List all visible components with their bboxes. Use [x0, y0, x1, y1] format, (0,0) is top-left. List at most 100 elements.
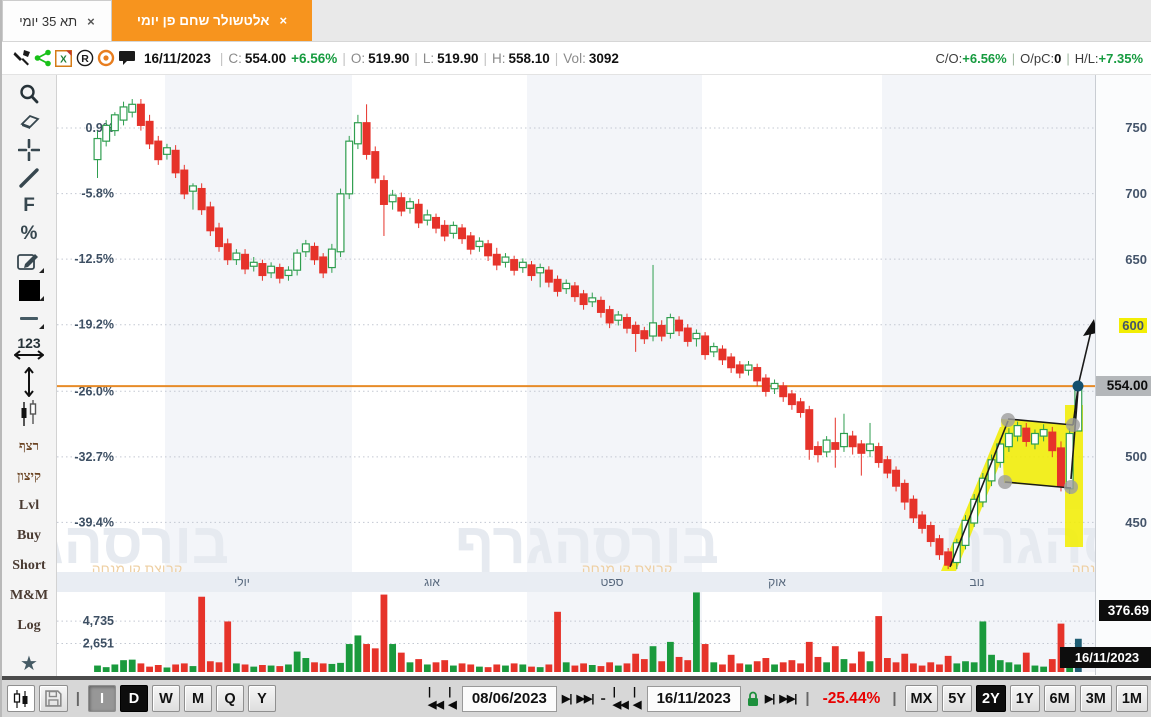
close-icon[interactable]: ×	[87, 13, 95, 29]
ratio-value: 0	[1054, 50, 1062, 66]
quote-stats: | C: 554.00 +6.56% | O: 519.90 | L: 519.90 | H: 558.…	[215, 51, 619, 66]
separator: |	[892, 690, 897, 707]
drag-handle[interactable]	[1064, 480, 1078, 494]
range-button-mx[interactable]: MX	[904, 685, 939, 712]
search-icon[interactable]	[12, 82, 46, 107]
stat-label: C:	[228, 50, 242, 66]
stat-value: 519.90	[368, 50, 410, 66]
toolbar-divider	[2, 676, 1151, 680]
to-skip-back-icon[interactable]: |◀◀	[612, 686, 629, 711]
tools-icon[interactable]	[12, 49, 31, 68]
candle-style-icon[interactable]	[12, 400, 46, 428]
share-icon[interactable]	[33, 49, 52, 68]
fibonacci-tool[interactable]: F	[23, 195, 35, 217]
price-axis[interactable]: 554.00 376.69 16/11/2023 750 700 650 600 500…	[1060, 75, 1151, 675]
measure-horizontal-icon[interactable]: 123	[12, 334, 46, 364]
line-style-icon[interactable]	[12, 306, 46, 331]
stat-value: 554.00	[244, 50, 287, 66]
from-date-field[interactable]: 08/06/2023	[461, 685, 557, 712]
range-button-6m[interactable]: 6M	[1043, 685, 1076, 712]
sidebar-item-log[interactable]: Log	[17, 618, 41, 634]
tab-altshuler[interactable]: אלטשולר שחם פן יומי ×	[112, 0, 312, 41]
arrow-head	[1083, 319, 1095, 336]
separator: |	[1066, 50, 1070, 66]
eraser-icon[interactable]	[12, 110, 46, 135]
stat-label: H:	[491, 50, 506, 66]
sidebar-item-retzef[interactable]: רצף	[19, 438, 39, 454]
from-step-forward-icon[interactable]: ▶|	[561, 693, 573, 705]
separator: |	[219, 50, 224, 66]
range-button-2y[interactable]: 2Y	[976, 685, 1006, 712]
trendline-icon[interactable]	[12, 166, 46, 191]
measure-vertical-icon[interactable]	[12, 367, 46, 398]
svg-text:4,735: 4,735	[83, 614, 114, 628]
color-swatch[interactable]	[12, 278, 46, 303]
comment-icon[interactable]	[117, 49, 136, 68]
svg-text:-12.5%: -12.5%	[74, 252, 114, 266]
annotate-icon[interactable]	[12, 250, 46, 275]
sidebar-item-lvl[interactable]: Lvl	[18, 498, 40, 514]
separator: |	[1011, 50, 1016, 66]
separator: |	[75, 690, 80, 707]
svg-text:-39.4%: -39.4%	[74, 515, 114, 529]
price-marker-dot[interactable]	[1072, 380, 1084, 392]
date-range-dash: -	[600, 689, 606, 707]
crosshair-icon[interactable]	[12, 138, 46, 163]
from-step-back-icon[interactable]: |◀	[448, 686, 456, 711]
interval-button-d[interactable]: D	[120, 685, 148, 712]
svg-text:יולי: יולי	[234, 575, 250, 589]
svg-text:-32.7%: -32.7%	[74, 450, 114, 464]
favorite-star-icon[interactable]: ★	[20, 653, 38, 676]
chart-type-button[interactable]	[7, 685, 35, 712]
range-button-1m[interactable]: 1M	[1115, 685, 1148, 712]
tab-ta35[interactable]: תא 35 יומי ×	[2, 0, 112, 41]
interval-button-q[interactable]: Q	[216, 685, 244, 712]
drag-handle[interactable]	[1001, 413, 1015, 427]
interval-button-m[interactable]: M	[184, 685, 212, 712]
to-skip-forward-icon[interactable]: ▶▶|	[779, 693, 797, 705]
save-button[interactable]	[39, 685, 68, 712]
candles-layer[interactable]	[93, 99, 1083, 570]
interval-button-w[interactable]: W	[152, 685, 180, 712]
separator: |	[483, 50, 487, 66]
registered-icon[interactable]: R	[75, 49, 94, 68]
drag-handle[interactable]	[1066, 418, 1080, 432]
separator: |	[554, 50, 559, 66]
close-icon[interactable]: ×	[279, 13, 288, 28]
volume-value-tag: 376.69	[1099, 600, 1151, 621]
top-toolbar: X R 16/11/2023 | C: 554.00 +6.56% | O: 519.90 |…	[2, 42, 1151, 75]
from-skip-forward-icon[interactable]: ▶▶|	[576, 693, 594, 705]
stat-label: L:	[422, 50, 435, 66]
to-date-field[interactable]: 16/11/2023	[646, 685, 741, 712]
annotation-layer[interactable]	[949, 319, 1095, 568]
sidebar-item-buy[interactable]: Buy	[16, 528, 42, 544]
lock-icon[interactable]	[746, 691, 760, 707]
sidebar-item-mm[interactable]: M&M	[9, 588, 49, 604]
to-step-forward-icon[interactable]: ▶|	[764, 693, 776, 705]
to-step-back-icon[interactable]: |◀	[633, 686, 641, 711]
interval-button-y[interactable]: Y	[248, 685, 276, 712]
sidebar-item-short[interactable]: Short	[12, 558, 46, 574]
range-button-5y[interactable]: 5Y	[942, 685, 973, 712]
stat-value: 519.90	[437, 50, 479, 66]
percent-tool[interactable]: %	[20, 223, 38, 245]
from-skip-back-icon[interactable]: |◀◀	[428, 686, 444, 711]
interval-button-i[interactable]: I	[88, 685, 116, 712]
svg-text:-5.8%: -5.8%	[81, 187, 114, 201]
stat-change: +6.56%	[291, 50, 338, 66]
svg-text:-19.2%: -19.2%	[74, 318, 114, 332]
drag-handle[interactable]	[998, 475, 1012, 489]
target-icon[interactable]	[96, 49, 115, 68]
cursor-date-tag: 16/11/2023	[1060, 647, 1151, 668]
sidebar-item-kitzon[interactable]: קיצון	[17, 468, 41, 484]
stat-value: 3092	[588, 50, 619, 66]
svg-text:2,651: 2,651	[83, 636, 114, 650]
range-button-3m[interactable]: 3M	[1079, 685, 1112, 712]
stat-value: 558.10	[508, 50, 550, 66]
range-button-1y[interactable]: 1Y	[1009, 685, 1040, 712]
svg-text:בורסהגרף: בורסהגרף	[455, 511, 719, 576]
excel-icon[interactable]: X	[54, 49, 73, 68]
